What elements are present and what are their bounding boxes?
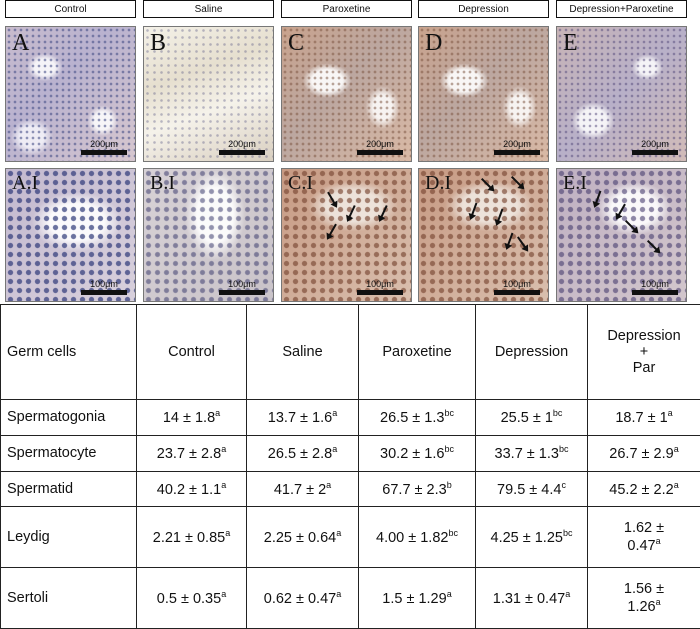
table-row: Spermatocyte 23.7 ± 2.8a 26.5 ± 2.8a 30.… xyxy=(0,434,700,472)
table-row: Sertoli 0.5 ± 0.35a 0.62 ± 0.47a 1.5 ± 1… xyxy=(0,567,700,629)
column-header: Depression xyxy=(418,0,549,18)
table-cell: 2.25 ± 0.64a xyxy=(246,506,359,569)
panel-label: B xyxy=(150,30,167,56)
panel-b-i: B.I 100μm xyxy=(143,168,274,302)
panel-a: A 200μm xyxy=(5,26,136,162)
column-paroxetine: Paroxetine xyxy=(281,0,412,18)
panel-label: D.I xyxy=(425,172,452,194)
scale-bar: 100μm xyxy=(632,280,678,295)
table-cell: 79.5 ± 4.4c xyxy=(475,470,588,508)
column-header: Depression+Paroxetine xyxy=(556,0,687,18)
table-cell: 2.21 ± 0.85a xyxy=(136,506,247,569)
table-cell: 0.5 ± 0.35a xyxy=(136,567,247,629)
panel-label: A xyxy=(12,30,30,56)
table-cell: 26.5 ± 1.3bc xyxy=(358,399,476,436)
table-cell: 45.2 ± 2.2a xyxy=(587,470,700,508)
header-saline: Saline xyxy=(246,304,359,400)
table-cell: 67.7 ± 2.3b xyxy=(358,470,476,508)
header-germ-cells: Germ cells xyxy=(0,304,137,400)
table-row: Leydig 2.21 ± 0.85a 2.25 ± 0.64a 4.00 ± … xyxy=(0,506,700,569)
panel-a-i: A.I 100μm xyxy=(5,168,136,302)
table-header-row: Germ cells Control Saline Paroxetine Dep… xyxy=(0,304,700,400)
column-saline: Saline xyxy=(143,0,274,18)
table-cell: 1.62 ±0.47a xyxy=(587,506,700,569)
row-label: Spermatid xyxy=(0,470,137,508)
table-cell: 1.56 ±1.26a xyxy=(587,567,700,629)
panel-e-i: E.I 100μm xyxy=(556,168,687,302)
scale-bar: 200μm xyxy=(494,140,540,155)
header-depression: Depression xyxy=(475,304,588,400)
table-cell: 23.7 ± 2.8a xyxy=(136,434,247,472)
column-header: Paroxetine xyxy=(281,0,412,18)
column-depression: Depression xyxy=(418,0,549,18)
table-row: Spermatogonia 14 ± 1.8a 13.7 ± 1.6a 26.5… xyxy=(0,399,700,436)
column-control: Control xyxy=(5,0,136,18)
scale-bar: 100μm xyxy=(219,280,265,295)
panel-c-i: C.I 100μm xyxy=(281,168,412,302)
column-header: Control xyxy=(5,0,136,18)
table-cell: 33.7 ± 1.3bc xyxy=(475,434,588,472)
scale-bar: 200μm xyxy=(632,140,678,155)
header-control: Control xyxy=(136,304,247,400)
panel-label: B.I xyxy=(150,172,175,194)
row-label: Spermatogonia xyxy=(0,399,137,436)
scale-bar: 100μm xyxy=(494,280,540,295)
scale-bar: 100μm xyxy=(357,280,403,295)
header-depression-par: Depression + Par xyxy=(587,304,700,400)
panel-e: E 200μm xyxy=(556,26,687,162)
row-label: Spermatocyte xyxy=(0,434,137,472)
table-row: Spermatid 40.2 ± 1.1a 41.7 ± 2a 67.7 ± 2… xyxy=(0,470,700,508)
panel-label: D xyxy=(425,30,443,56)
table-cell: 4.25 ± 1.25bc xyxy=(475,506,588,569)
table-cell: 25.5 ± 1bc xyxy=(475,399,588,436)
table-cell: 1.5 ± 1.29a xyxy=(358,567,476,629)
table-cell: 30.2 ± 1.6bc xyxy=(358,434,476,472)
panel-d: D 200μm xyxy=(418,26,549,162)
germ-cell-table: Germ cells Control Saline Paroxetine Dep… xyxy=(0,304,700,629)
panel-label: A.I xyxy=(12,172,39,194)
table-cell: 1.31 ± 0.47a xyxy=(475,567,588,629)
table-cell: 13.7 ± 1.6a xyxy=(246,399,359,436)
scale-bar: 200μm xyxy=(219,140,265,155)
column-depression-paroxetine: Depression+Paroxetine xyxy=(556,0,687,18)
table-cell: 40.2 ± 1.1a xyxy=(136,470,247,508)
row-label: Sertoli xyxy=(0,567,137,629)
panel-label: C xyxy=(288,30,305,56)
table-cell: 41.7 ± 2a xyxy=(246,470,359,508)
column-header: Saline xyxy=(143,0,274,18)
table-cell: 14 ± 1.8a xyxy=(136,399,247,436)
table-cell: 26.5 ± 2.8a xyxy=(246,434,359,472)
table-cell: 18.7 ± 1a xyxy=(587,399,700,436)
row-label: Leydig xyxy=(0,506,137,569)
header-paroxetine: Paroxetine xyxy=(358,304,476,400)
histology-figure: Control A 200μm A.I 100μm Saline B 200μm… xyxy=(0,0,700,304)
scale-bar: 200μm xyxy=(357,140,403,155)
panel-b: B 200μm xyxy=(143,26,274,162)
panel-label: E xyxy=(563,30,578,56)
table-cell: 4.00 ± 1.82bc xyxy=(358,506,476,569)
table-cell: 0.62 ± 0.47a xyxy=(246,567,359,629)
panel-label: C.I xyxy=(288,172,313,194)
panel-label: E.I xyxy=(563,172,587,194)
table-cell: 26.7 ± 2.9a xyxy=(587,434,700,472)
scale-bar: 200μm xyxy=(81,140,127,155)
scale-bar: 100μm xyxy=(81,280,127,295)
panel-c: C 200μm xyxy=(281,26,412,162)
panel-d-i: D.I 100μm xyxy=(418,168,549,302)
